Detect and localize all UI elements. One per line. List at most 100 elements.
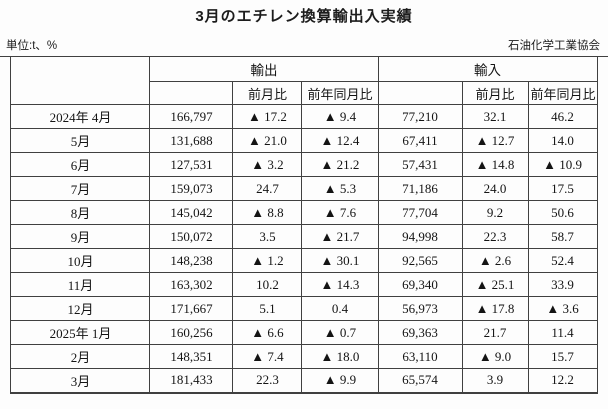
export-value-cell: 163,302 — [149, 272, 234, 297]
import-mom-header: 前月比 — [461, 81, 529, 105]
import-value-cell: 69,340 — [377, 272, 463, 297]
export-value-cell: 150,072 — [149, 224, 234, 249]
import-mom-cell: 9.2 — [461, 200, 529, 225]
import-yoy-header: 前年同月比 — [527, 81, 598, 105]
import-value-cell: 67,411 — [377, 128, 463, 153]
import-mom-cell: 21.7 — [461, 320, 529, 345]
table-row: 2024年 4月 166,797 ▲ 17.2 ▲ 9.4 77,210 32.… — [10, 104, 598, 129]
export-group-header: 輸出 — [149, 56, 379, 82]
export-yoy-cell: ▲ 0.7 — [301, 320, 379, 345]
table-row: 3月 181,433 22.3 ▲ 9.9 65,574 3.9 12.2 — [10, 368, 598, 394]
export-mom-cell: ▲ 1.2 — [232, 248, 303, 273]
export-value-cell: 131,688 — [149, 128, 234, 153]
import-yoy-cell: 12.2 — [527, 368, 598, 394]
import-yoy-cell: 17.5 — [527, 176, 598, 201]
table-row: 11月 163,302 10.2 ▲ 14.3 69,340 ▲ 25.1 33… — [10, 272, 598, 297]
export-value-cell: 127,531 — [149, 152, 234, 177]
import-value-header — [377, 81, 463, 105]
period-cell: 2月 — [10, 344, 151, 369]
export-mom-cell: 10.2 — [232, 272, 303, 297]
period-cell: 5月 — [10, 128, 151, 153]
export-yoy-cell: ▲ 7.6 — [301, 200, 379, 225]
import-yoy-cell: 33.9 — [527, 272, 598, 297]
export-mom-header: 前月比 — [232, 81, 303, 105]
export-mom-cell: ▲ 6.6 — [232, 320, 303, 345]
import-mom-cell: ▲ 9.0 — [461, 344, 529, 369]
export-value-header — [149, 81, 234, 105]
import-group-header: 輸入 — [377, 56, 598, 82]
export-mom-cell: 24.7 — [232, 176, 303, 201]
export-yoy-header: 前年同月比 — [301, 81, 379, 105]
import-mom-cell: 32.1 — [461, 104, 529, 129]
table-row: 10月 148,238 ▲ 1.2 ▲ 30.1 92,565 ▲ 2.6 52… — [10, 248, 598, 273]
import-value-cell: 92,565 — [377, 248, 463, 273]
export-yoy-cell: ▲ 5.3 — [301, 176, 379, 201]
import-value-cell: 56,973 — [377, 296, 463, 321]
export-value-cell: 181,433 — [149, 368, 234, 394]
period-cell: 7月 — [10, 176, 151, 201]
import-yoy-cell: ▲ 3.6 — [527, 296, 598, 321]
export-value-cell: 160,256 — [149, 320, 234, 345]
export-yoy-cell: ▲ 21.2 — [301, 152, 379, 177]
period-cell: 11月 — [10, 272, 151, 297]
import-mom-cell: 3.9 — [461, 368, 529, 394]
organization-name: 石油化学工業協会 — [508, 40, 600, 52]
import-yoy-cell: 50.6 — [527, 200, 598, 225]
table-row: 6月 127,531 ▲ 3.2 ▲ 21.2 57,431 ▲ 14.8 ▲ … — [10, 152, 598, 177]
export-value-cell: 166,797 — [149, 104, 234, 129]
import-mom-cell: 22.3 — [461, 224, 529, 249]
period-cell: 8月 — [10, 200, 151, 225]
import-yoy-cell: 11.4 — [527, 320, 598, 345]
period-cell: 6月 — [10, 152, 151, 177]
import-yoy-cell: 15.7 — [527, 344, 598, 369]
table-row: 12月 171,667 5.1 0.4 56,973 ▲ 17.8 ▲ 3.6 — [10, 296, 598, 321]
export-yoy-cell: ▲ 30.1 — [301, 248, 379, 273]
export-value-cell: 148,351 — [149, 344, 234, 369]
export-mom-cell: ▲ 21.0 — [232, 128, 303, 153]
period-cell: 2025年 1月 — [10, 320, 151, 345]
import-yoy-cell: 52.4 — [527, 248, 598, 273]
export-yoy-cell: ▲ 21.7 — [301, 224, 379, 249]
period-corner-cell — [10, 56, 151, 105]
export-mom-cell: 22.3 — [232, 368, 303, 394]
import-value-cell: 69,363 — [377, 320, 463, 345]
export-mom-cell: 3.5 — [232, 224, 303, 249]
period-cell: 9月 — [10, 224, 151, 249]
export-mom-cell: 5.1 — [232, 296, 303, 321]
import-mom-cell: 24.0 — [461, 176, 529, 201]
import-value-cell: 65,574 — [377, 368, 463, 394]
import-mom-cell: ▲ 2.6 — [461, 248, 529, 273]
import-yoy-cell: 58.7 — [527, 224, 598, 249]
export-yoy-cell: ▲ 18.0 — [301, 344, 379, 369]
import-mom-cell: ▲ 14.8 — [461, 152, 529, 177]
unit-note: 単位:t、% — [6, 40, 58, 52]
import-value-cell: 77,210 — [377, 104, 463, 129]
export-yoy-cell: ▲ 9.9 — [301, 368, 379, 394]
export-mom-cell: ▲ 8.8 — [232, 200, 303, 225]
export-mom-cell: ▲ 3.2 — [232, 152, 303, 177]
import-mom-cell: ▲ 17.8 — [461, 296, 529, 321]
export-yoy-cell: ▲ 9.4 — [301, 104, 379, 129]
meta-row: 単位:t、% 石油化学工業協会 — [0, 39, 608, 57]
import-mom-cell: ▲ 25.1 — [461, 272, 529, 297]
period-cell: 3月 — [10, 368, 151, 394]
import-value-cell: 94,998 — [377, 224, 463, 249]
export-value-cell: 148,238 — [149, 248, 234, 273]
export-yoy-cell: ▲ 12.4 — [301, 128, 379, 153]
period-cell: 10月 — [10, 248, 151, 273]
export-value-cell: 159,073 — [149, 176, 234, 201]
import-yoy-cell: ▲ 10.9 — [527, 152, 598, 177]
import-value-cell: 57,431 — [377, 152, 463, 177]
table-row: 8月 145,042 ▲ 8.8 ▲ 7.6 77,704 9.2 50.6 — [10, 200, 598, 225]
export-value-cell: 171,667 — [149, 296, 234, 321]
page-title: 3月のエチレン換算輸出入実績 — [195, 8, 413, 25]
export-yoy-cell: 0.4 — [301, 296, 379, 321]
period-cell: 2024年 4月 — [10, 104, 151, 129]
export-mom-cell: ▲ 7.4 — [232, 344, 303, 369]
import-value-cell: 71,186 — [377, 176, 463, 201]
export-mom-cell: ▲ 17.2 — [232, 104, 303, 129]
table-row: 9月 150,072 3.5 ▲ 21.7 94,998 22.3 58.7 — [10, 224, 598, 249]
period-cell: 12月 — [10, 296, 151, 321]
export-yoy-cell: ▲ 14.3 — [301, 272, 379, 297]
